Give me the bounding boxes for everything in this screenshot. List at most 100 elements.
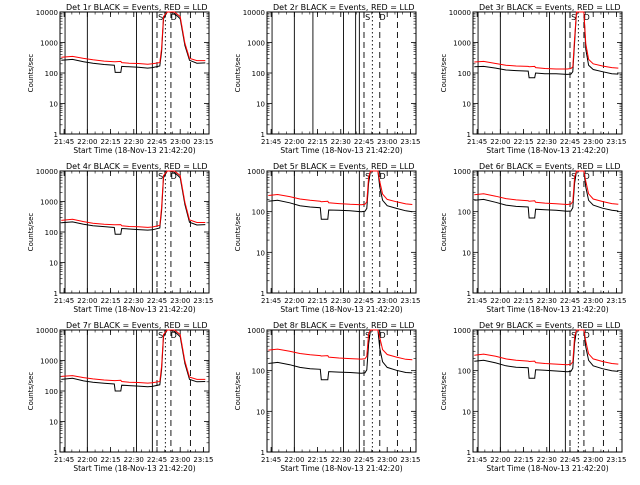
y-tick-label: 10 <box>256 249 265 257</box>
detector-panel: Det 6r BLACK = Events, RED = LLD 1 10 100 10… <box>440 162 627 314</box>
y-tick-label: 10000 <box>36 9 58 17</box>
detector-panel: Det 8r BLACK = Events, RED = LLD 1 10 100 10… <box>234 321 421 473</box>
events-series-line <box>268 170 413 220</box>
y-tick-label: 10000 <box>243 9 265 17</box>
x-tick-label: 22:30 <box>124 138 144 146</box>
plot-frame <box>266 11 417 135</box>
y-tick-label: 1 <box>467 449 471 457</box>
region-label: S <box>158 331 163 340</box>
x-tick-label: 23:00 <box>583 456 603 464</box>
y-axis-label: Counts/sec <box>27 372 35 411</box>
x-tick-label: 23:15 <box>400 456 420 464</box>
x-tick-label: 23:15 <box>193 138 213 146</box>
lld-series-line <box>268 329 413 361</box>
events-series-line <box>474 329 619 379</box>
x-tick-label: 22:45 <box>147 297 167 305</box>
region-label: D <box>379 172 385 181</box>
lld-series-line <box>474 170 619 206</box>
x-tick-label: 23:00 <box>583 138 603 146</box>
lld-series-line <box>268 170 413 206</box>
y-tick-label: 1000 <box>247 327 265 335</box>
panel-title: Det 1r BLACK = Events, RED = LLD <box>66 3 208 12</box>
region-label: D <box>171 331 177 340</box>
y-tick-label: 100 <box>45 70 58 78</box>
x-tick-label: 22:45 <box>560 297 580 305</box>
x-axis-label: Start Time (18-Nov-13 21:42:20) <box>73 146 195 155</box>
lld-series-line <box>474 11 619 70</box>
y-tick-label: 1 <box>54 449 58 457</box>
y-tick-label: 1 <box>467 290 471 298</box>
region-label: S <box>158 172 163 181</box>
x-tick-label: 23:15 <box>193 456 213 464</box>
region-label: S <box>365 331 370 340</box>
x-tick-label: 22:30 <box>331 456 351 464</box>
y-tick-label: 100 <box>252 70 265 78</box>
y-tick-label: 10 <box>462 101 471 109</box>
x-tick-label: 22:45 <box>560 138 580 146</box>
y-tick-label: 1 <box>261 131 265 139</box>
x-axis-label: Start Time (18-Nov-13 21:42:20) <box>73 464 195 473</box>
x-tick-label: 22:15 <box>307 456 327 464</box>
y-tick-label: 10000 <box>449 9 471 17</box>
panel-title: Det 9r BLACK = Events, RED = LLD <box>479 321 621 330</box>
y-tick-label: 100 <box>458 209 471 217</box>
y-tick-label: 1000 <box>40 40 58 48</box>
y-tick-label: 100 <box>458 368 471 376</box>
x-tick-label: 23:15 <box>400 297 420 305</box>
x-tick-label: 22:30 <box>331 297 351 305</box>
panel-title: Det 2r BLACK = Events, RED = LLD <box>273 3 415 12</box>
x-tick-label: 23:00 <box>170 297 190 305</box>
events-series-line <box>61 170 206 235</box>
x-tick-label: 22:00 <box>490 297 510 305</box>
panel-title: Det 4r BLACK = Events, RED = LLD <box>66 162 208 171</box>
y-tick-label: 1 <box>261 290 265 298</box>
detector-panel: Det 2r BLACK = Events, RED = LLD 1 10 100 10… <box>234 3 421 155</box>
x-tick-label: 22:15 <box>513 138 533 146</box>
x-tick-label: 21:45 <box>261 138 281 146</box>
y-tick-label: 1000 <box>453 40 471 48</box>
y-axis-label: Counts/sec <box>440 372 448 411</box>
x-tick-label: 22:15 <box>307 138 327 146</box>
y-tick-label: 1 <box>54 290 58 298</box>
y-tick-label: 10 <box>462 249 471 257</box>
panel-title: Det 5r BLACK = Events, RED = LLD <box>273 162 415 171</box>
x-tick-label: 23:00 <box>583 297 603 305</box>
x-tick-label: 21:45 <box>467 456 487 464</box>
region-label: D <box>171 172 177 181</box>
plot-frame <box>59 170 210 294</box>
y-tick-label: 10 <box>49 260 58 268</box>
detector-panel: Det 9r BLACK = Events, RED = LLD 1 10 100 10… <box>440 321 627 473</box>
region-label: S <box>365 172 370 181</box>
x-axis-label: Start Time (18-Nov-13 21:42:20) <box>486 464 608 473</box>
x-tick-label: 21:45 <box>261 456 281 464</box>
x-tick-label: 22:00 <box>284 456 304 464</box>
x-tick-label: 22:00 <box>490 456 510 464</box>
x-tick-label: 22:00 <box>77 138 97 146</box>
x-tick-label: 22:45 <box>147 138 167 146</box>
x-tick-label: 22:30 <box>537 297 557 305</box>
x-tick-label: 23:00 <box>377 138 397 146</box>
lld-series-line <box>61 329 206 384</box>
x-tick-label: 23:15 <box>193 297 213 305</box>
lld-series-line <box>61 170 206 228</box>
region-label: S <box>571 172 576 181</box>
x-tick-label: 22:45 <box>354 138 374 146</box>
x-tick-label: 22:15 <box>100 456 120 464</box>
y-tick-label: 10000 <box>36 168 58 176</box>
x-tick-label: 21:45 <box>54 297 74 305</box>
region-label: D <box>584 172 590 181</box>
y-axis-label: Counts/sec <box>440 54 448 93</box>
y-tick-label: 10 <box>256 101 265 109</box>
region-label: D <box>379 331 385 340</box>
region-label: D <box>171 13 177 22</box>
plot-frame <box>266 329 417 453</box>
plot-frame <box>472 329 623 453</box>
x-tick-label: 22:00 <box>77 297 97 305</box>
region-label: S <box>571 331 576 340</box>
y-axis-label: Counts/sec <box>440 213 448 252</box>
x-tick-label: 22:45 <box>354 456 374 464</box>
x-tick-label: 22:00 <box>284 297 304 305</box>
events-series-line <box>474 11 619 79</box>
